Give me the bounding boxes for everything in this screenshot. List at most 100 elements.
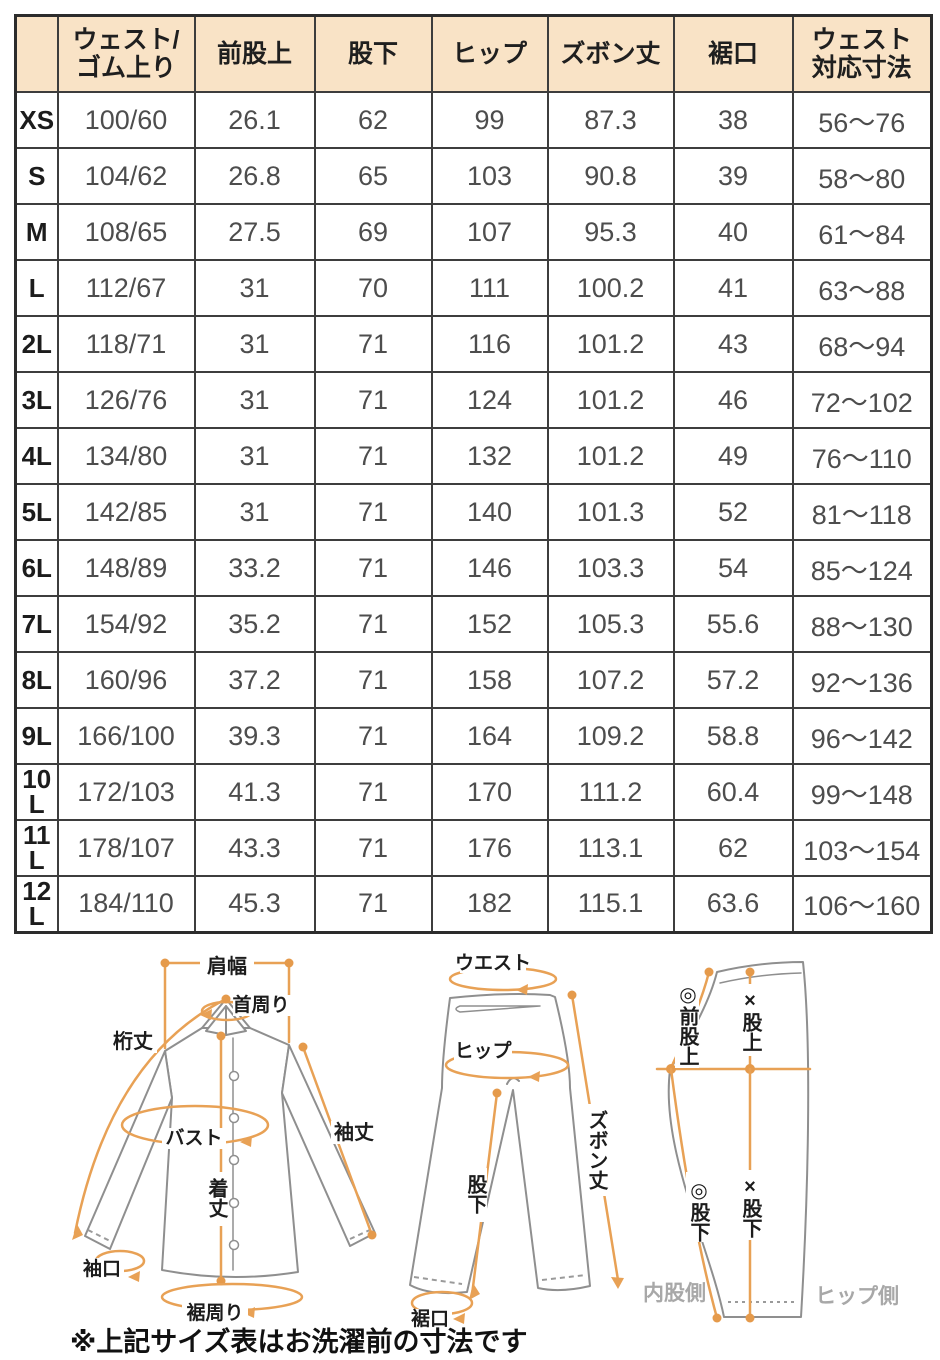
value-cell: 170 (430, 763, 549, 821)
table-row: L 112/67 31 70 111 100.2 41 63〜88 (14, 259, 933, 317)
value-cell: 90.8 (546, 147, 675, 205)
body-length-label: 着丈 (205, 1177, 229, 1219)
neck-label: 首周り (232, 993, 289, 1016)
value-cell: 31 (193, 315, 316, 373)
header-cell: ウェスト/ ゴム上り (56, 14, 196, 93)
value-cell: 38 (672, 91, 794, 149)
table-row: 9L 166/100 39.3 71 164 109.2 58.8 96〜142 (14, 707, 933, 765)
size-cell: L (14, 259, 59, 317)
pants-side-measurement-diagram: ◎前股上 ×股上 ◎股下 ×股下 内股側 ヒップ側 (643, 961, 899, 1323)
table-row: 4L 134/80 31 71 132 101.2 49 76〜110 (14, 427, 933, 485)
front-rise-label: ◎前股上 (676, 982, 699, 1066)
size-cell: 8L (14, 651, 59, 709)
value-cell: 140 (430, 483, 549, 541)
value-cell: 27.5 (193, 203, 316, 261)
value-cell: 100/60 (56, 91, 196, 149)
value-cell: 71 (313, 371, 433, 429)
size-chart-body: XS 100/60 26.1 62 99 87.3 38 56〜76 S 104/62 26.8 65… (14, 91, 933, 933)
value-cell: 26.8 (193, 147, 316, 205)
shirt-measure-marks (72, 958, 377, 1318)
value-cell: 158 (430, 651, 549, 709)
table-row: 3L 126/76 31 71 124 101.2 46 72〜102 (14, 371, 933, 429)
value-cell: 37.2 (193, 651, 316, 709)
value-cell: 52 (672, 483, 794, 541)
value-cell: 58.8 (672, 707, 794, 765)
pants-length-label: ズボン丈 (585, 1109, 608, 1191)
header-cell (14, 14, 59, 93)
value-cell: 111.2 (546, 763, 675, 821)
table-row: 6L 148/89 33.2 71 146 103.3 54 85〜124 (14, 539, 933, 597)
header-cell: 前股上 (193, 14, 316, 93)
value-cell: 166/100 (56, 707, 196, 765)
value-cell: 55.6 (672, 595, 794, 653)
size-cell: 5L (14, 483, 59, 541)
value-cell: 62 (672, 819, 794, 877)
value-cell: 63.6 (672, 875, 794, 933)
shirt-labels: 肩幅 首周り 桁丈 バスト 着丈 袖丈 袖口 裾周り (80, 954, 377, 1324)
pants-front-labels: ウエスト ヒップ ズボン丈 股下 裾口 (408, 952, 609, 1330)
value-cell: 160/96 (56, 651, 196, 709)
value-cell: 106〜160 (791, 875, 933, 933)
size-cell: 11L (14, 819, 59, 877)
size-cell: 7L (14, 595, 59, 653)
table-row: M 108/65 27.5 69 107 95.3 40 61〜84 (14, 203, 933, 261)
value-cell: 124 (430, 371, 549, 429)
hip-label: ヒップ (454, 1039, 512, 1062)
value-cell: 100.2 (546, 259, 675, 317)
value-cell: 71 (313, 595, 433, 653)
yuki-label: 桁丈 (113, 1030, 153, 1053)
hem-round-label: 裾周り (186, 1301, 243, 1324)
header-cell: 股下 (313, 14, 433, 93)
hem-opening-label: 裾口 (411, 1307, 449, 1330)
value-cell: 132 (430, 427, 549, 485)
table-row: 5L 142/85 31 71 140 101.3 52 81〜118 (14, 483, 933, 541)
value-cell: 39.3 (193, 707, 316, 765)
size-cell: 9L (14, 707, 59, 765)
table-row: 2L 118/71 31 71 116 101.2 43 68〜94 (14, 315, 933, 373)
table-row: 8L 160/96 37.2 71 158 107.2 57.2 92〜136 (14, 651, 933, 709)
header-row: ウェスト/ ゴム上り 前股上 股下 ヒップ ズボン丈 裾口 ウェスト 対応寸法 (14, 14, 933, 93)
value-cell: 184/110 (56, 875, 196, 933)
value-cell: 43.3 (193, 819, 316, 877)
value-cell: 85〜124 (791, 539, 933, 597)
value-cell: 172/103 (56, 763, 196, 821)
inseam-label: 股下 (464, 1174, 487, 1215)
value-cell: 92〜136 (791, 651, 933, 709)
value-cell: 63〜88 (791, 259, 933, 317)
value-cell: 70 (313, 259, 433, 317)
pre-wash-note: ※上記サイズ表はお洗濯前の寸法です (70, 1327, 528, 1357)
value-cell: 61〜84 (791, 203, 933, 261)
value-cell: 57.2 (672, 651, 794, 709)
value-cell: 46 (672, 371, 794, 429)
table-row: 7L 154/92 35.2 71 152 105.3 55.6 88〜130 (14, 595, 933, 653)
size-cell: S (14, 147, 59, 205)
inner-side-label: 内股側 (643, 1281, 706, 1305)
value-cell: 71 (313, 819, 433, 877)
value-cell: 76〜110 (791, 427, 933, 485)
value-cell: 101.2 (546, 427, 675, 485)
value-cell: 88〜130 (791, 595, 933, 653)
value-cell: 146 (430, 539, 549, 597)
table-row: S 104/62 26.8 65 103 90.8 39 58〜80 (14, 147, 933, 205)
value-cell: 99〜148 (791, 763, 933, 821)
bust-label: バスト (165, 1127, 222, 1149)
value-cell: 31 (193, 483, 316, 541)
value-cell: 65 (313, 147, 433, 205)
pants-front-outline (409, 993, 591, 1295)
header-cell: ヒップ (430, 14, 549, 93)
size-chart-table: ウェスト/ ゴム上り 前股上 股下 ヒップ ズボン丈 裾口 ウェスト 対応寸法 XS 100/… (14, 14, 933, 934)
value-cell: 62 (313, 91, 433, 149)
size-cell: M (14, 203, 59, 261)
value-cell: 99 (430, 91, 549, 149)
value-cell: 40 (672, 203, 794, 261)
table-row: 12L 184/110 45.3 71 182 115.1 63.6 106〜160 (14, 875, 933, 933)
size-cell: 6L (14, 539, 59, 597)
value-cell: 56〜76 (791, 91, 933, 149)
inseam-outer-label: ×股下 (739, 1176, 762, 1239)
value-cell: 26.1 (193, 91, 316, 149)
value-cell: 109.2 (546, 707, 675, 765)
value-cell: 101.2 (546, 315, 675, 373)
value-cell: 71 (313, 315, 433, 373)
shoulder-width-label: 肩幅 (207, 954, 247, 978)
size-cell: 12L (14, 875, 59, 933)
